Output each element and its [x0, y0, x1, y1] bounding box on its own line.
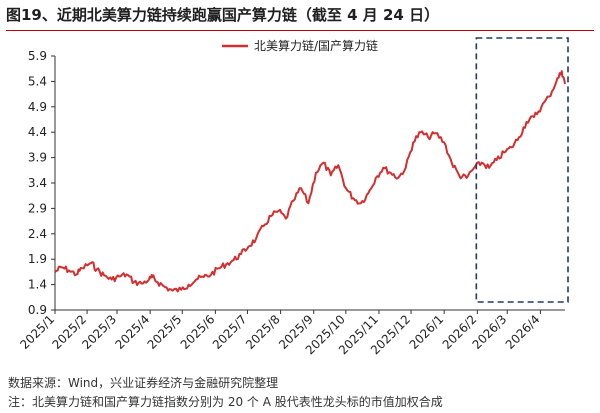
x-tick-label: 2026/4: [503, 312, 543, 352]
x-axis: 2025/12025/22025/32025/42025/52025/62025…: [17, 309, 565, 357]
x-tick-label: 2025/8: [243, 312, 283, 352]
legend-label: 北美算力链/国产算力链: [254, 38, 378, 53]
y-tick-label: 2.4: [28, 227, 47, 241]
x-tick-label: 2025/6: [178, 312, 218, 352]
title-rule: [6, 30, 594, 31]
y-tick-label: 1.4: [28, 278, 47, 292]
y-tick-label: 4.9: [28, 100, 47, 114]
series-line: [54, 70, 566, 293]
y-tick-label: 3.4: [28, 176, 47, 190]
figure-title: 图19、近期北美算力链持续跑赢国产算力链（截至 4 月 24 日）: [6, 6, 440, 24]
x-tick-label: 2025/7: [210, 312, 250, 352]
x-tick-label: 2026/1: [407, 312, 447, 352]
y-tick-label: 5.9: [28, 49, 47, 63]
y-tick-label: 0.9: [28, 303, 47, 317]
x-tick-label: 2026/3: [470, 312, 510, 352]
plot-area: [54, 37, 569, 303]
y-tick-label: 2.9: [28, 201, 47, 215]
x-tick-label: 2025/5: [145, 312, 185, 352]
data-source: 数据来源：Wind，兴业证券经济与金融研究院整理: [8, 376, 279, 390]
y-tick-label: 5.4: [28, 74, 47, 88]
legend: 北美算力链/国产算力链: [222, 38, 378, 53]
y-axis: 0.9 1.4 1.9 2.4 2.9 3.4 3.9 4.4 4.9 5.4 5.9: [28, 49, 56, 317]
x-tick-label: 2025/1: [17, 312, 57, 352]
highlight-box: [475, 37, 569, 303]
line-chart: 0.9 1.4 1.9 2.4 2.9 3.4 3.9 4.4 4.9 5.4 5.9 2025/1…: [17, 37, 569, 357]
y-tick-label: 4.4: [28, 125, 47, 139]
y-tick-label: 3.9: [28, 151, 47, 165]
x-tick-label: 2025/3: [79, 312, 119, 352]
x-tick-label: 2025/4: [113, 312, 153, 352]
footnote: 注：北美算力链和国产算力链指数分别为 20 个 A 股代表性龙头标的市值加权合成: [8, 395, 443, 409]
y-tick-label: 1.9: [28, 252, 47, 266]
